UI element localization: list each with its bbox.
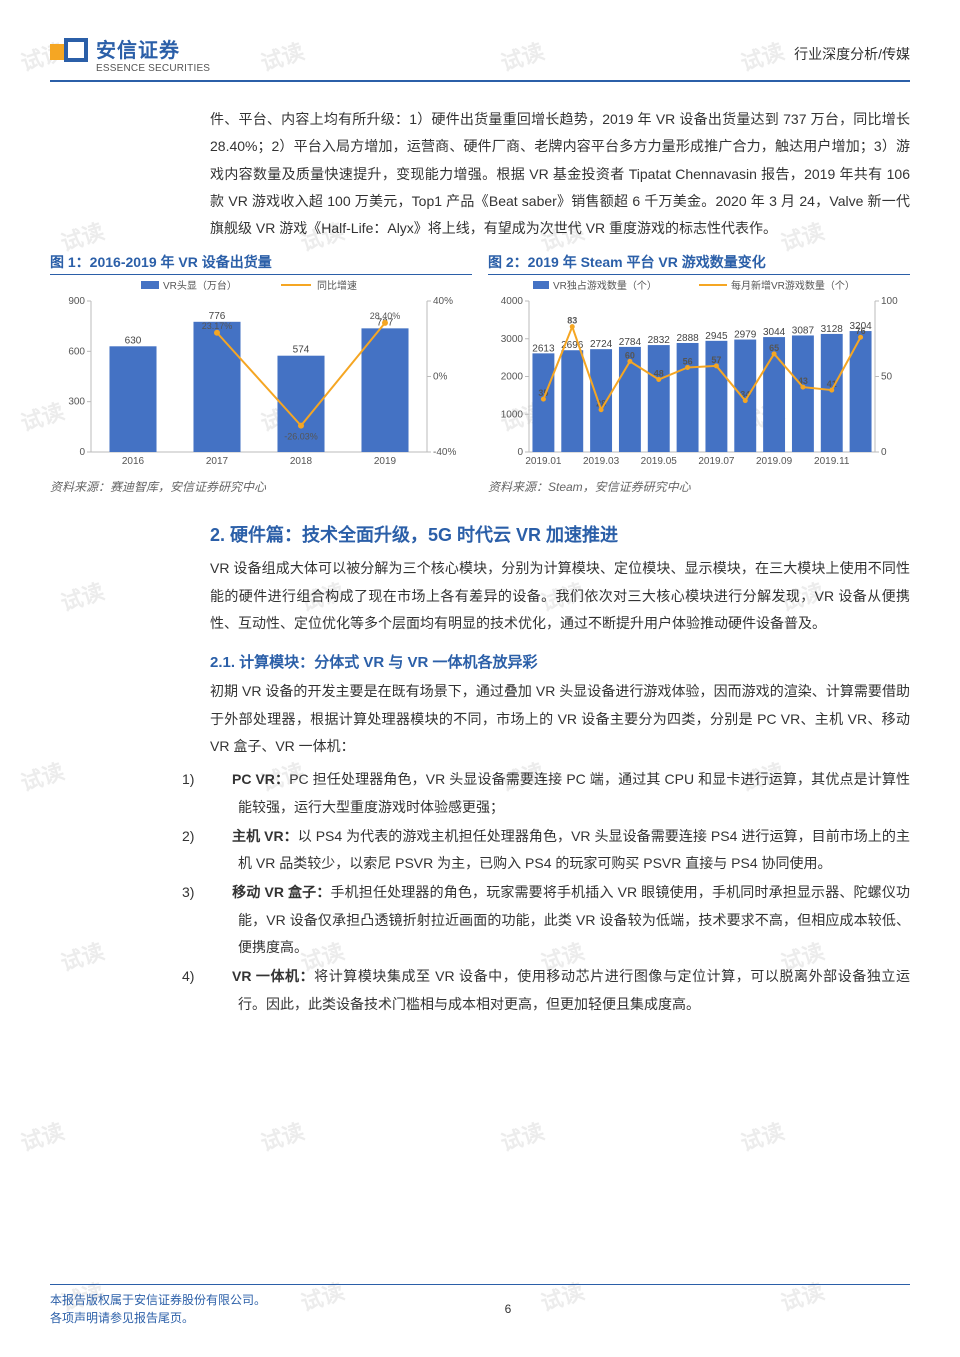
chart2-box: VR独占游戏数量（个）每月新增VR游戏数量（个）0100020003000400…: [488, 279, 910, 474]
watermark: 试读: [56, 574, 108, 618]
svg-text:3087: 3087: [792, 326, 815, 337]
watermark: 试读: [56, 934, 108, 978]
svg-text:2979: 2979: [734, 330, 757, 341]
svg-text:2017: 2017: [206, 456, 229, 467]
svg-text:900: 900: [68, 296, 85, 307]
svg-text:50: 50: [881, 372, 893, 383]
watermark: 试读: [16, 754, 68, 798]
svg-text:3044: 3044: [763, 328, 786, 339]
svg-text:2888: 2888: [676, 333, 699, 344]
svg-text:-40%: -40%: [433, 447, 456, 458]
watermark: 试读: [496, 1114, 548, 1158]
section2-heading: 2. 硬件篇：技术全面升级，5G 时代云 VR 加速推进: [210, 521, 910, 547]
list-item: 1)PC VR：PC 担任处理器角色，VR 头显设备需要连接 PC 端，通过其 …: [210, 766, 910, 821]
watermark: 试读: [56, 214, 108, 258]
section21-paragraph: 初期 VR 设备的开发主要是在既有场景下，通过叠加 VR 头显设备进行游戏体验，…: [210, 678, 910, 760]
section21-text: 初期 VR 设备的开发主要是在既有场景下，通过叠加 VR 头显设备进行游戏体验，…: [210, 678, 910, 760]
intro-text: 件、平台、内容上均有所升级：1）硬件出货量重回增长趋势，2019 年 VR 设备…: [210, 106, 910, 242]
svg-text:同比增速: 同比增速: [317, 279, 357, 292]
chart2-title: 图 2：2019 年 Steam 平台 VR 游戏数量变化: [488, 252, 910, 275]
svg-text:60: 60: [625, 351, 635, 361]
svg-text:2016: 2016: [122, 456, 145, 467]
list-item: 2)主机 VR：以 PS4 为代表的游戏主机担任处理器角色，VR 头显设备需要连…: [210, 823, 910, 878]
chart1-title: 图 1：2016-2019 年 VR 设备出货量: [50, 252, 472, 275]
svg-text:1000: 1000: [501, 410, 524, 421]
logo: 安信证券 ESSENCE SECURITIES: [50, 34, 210, 74]
svg-text:0: 0: [881, 447, 887, 458]
svg-text:每月新增VR游戏数量（个）: 每月新增VR游戏数量（个）: [731, 279, 855, 292]
page-header: 安信证券 ESSENCE SECURITIES 行业深度分析/传媒: [50, 30, 910, 80]
svg-text:3128: 3128: [821, 324, 844, 335]
watermark: 试读: [256, 1114, 308, 1158]
svg-text:0: 0: [517, 447, 523, 458]
svg-text:2018: 2018: [290, 456, 313, 467]
footer-disclaimer: 本报告版权属于安信证券股份有限公司。 各项声明请参见报告尾页。: [50, 1291, 266, 1327]
logo-text-en: ESSENCE SECURITIES: [96, 63, 210, 74]
footer-rule: [50, 1284, 910, 1285]
logo-text-cn: 安信证券: [96, 34, 210, 63]
svg-text:2019: 2019: [374, 456, 397, 467]
svg-text:-26.03%: -26.03%: [284, 432, 318, 442]
svg-text:57: 57: [711, 355, 721, 365]
svg-text:600: 600: [68, 347, 85, 358]
svg-text:2019.07: 2019.07: [698, 456, 735, 467]
svg-text:2832: 2832: [648, 336, 671, 347]
svg-text:0: 0: [79, 447, 85, 458]
intro-paragraph: 件、平台、内容上均有所升级：1）硬件出货量重回增长趋势，2019 年 VR 设备…: [210, 106, 910, 242]
svg-text:2613: 2613: [532, 344, 555, 355]
charts-row: 图 1：2016-2019 年 VR 设备出货量 VR头显（万台） 同比增速 0 30…: [50, 252, 910, 495]
watermark: 试读: [736, 1114, 788, 1158]
doc-category: 行业深度分析/传媒: [794, 44, 910, 64]
watermark: 试读: [16, 1114, 68, 1158]
svg-text:300: 300: [68, 397, 85, 408]
svg-text:2724: 2724: [590, 340, 613, 351]
section2-text: VR 设备组成大体可以被分解为三个核心模块，分别为计算模块、定位模块、显示模块，…: [210, 555, 910, 637]
svg-text:23.17%: 23.17%: [202, 321, 233, 331]
chart2-source: 资料来源：Steam，安信证券研究中心: [488, 478, 910, 495]
svg-text:630: 630: [125, 336, 142, 347]
chart2-svg: VR独占游戏数量（个）每月新增VR游戏数量（个）0100020003000400…: [488, 279, 910, 474]
svg-text:100: 100: [881, 296, 898, 307]
vr-types-list: 1)PC VR：PC 担任处理器角色，VR 头显设备需要连接 PC 端，通过其 …: [210, 766, 910, 1018]
list-item: 4)VR 一体机：将计算模块集成至 VR 设备中，使用移动芯片进行图像与定位计算…: [210, 963, 910, 1018]
header-rule: [50, 80, 910, 82]
footer-line2: 各项声明请参见报告尾页。: [50, 1309, 266, 1327]
svg-text:574: 574: [293, 345, 310, 356]
svg-text:2019.09: 2019.09: [756, 456, 793, 467]
svg-text:40%: 40%: [433, 296, 453, 307]
svg-text:2019.11: 2019.11: [814, 456, 850, 467]
svg-text:2019.01: 2019.01: [525, 456, 562, 467]
svg-text:2945: 2945: [705, 331, 728, 342]
svg-text:3000: 3000: [501, 334, 524, 345]
chart2-col: 图 2：2019 年 Steam 平台 VR 游戏数量变化 VR独占游戏数量（个…: [488, 252, 910, 495]
svg-text:2000: 2000: [501, 372, 524, 383]
section21-heading: 2.1. 计算模块：分体式 VR 与 VR 一体机各放异彩: [210, 651, 910, 672]
list-item: 3)移动 VR 盒子：手机担任处理器的角色，玩家需要将手机插入 VR 眼镜使用，…: [210, 879, 910, 961]
svg-text:VR头显（万台）: VR头显（万台）: [163, 279, 237, 292]
logo-icon: [50, 38, 90, 70]
svg-text:0%: 0%: [433, 372, 448, 383]
footer-line1: 本报告版权属于安信证券股份有限公司。: [50, 1291, 266, 1309]
svg-text:VR独占游戏数量（个）: VR独占游戏数量（个）: [553, 279, 657, 292]
svg-text:28.40%: 28.40%: [370, 311, 401, 321]
chart1-col: 图 1：2016-2019 年 VR 设备出货量 VR头显（万台） 同比增速 0 30…: [50, 252, 472, 495]
chart1-svg: VR头显（万台）同比增速0300600900-40%0%40%630201677…: [50, 279, 472, 474]
svg-text:4000: 4000: [501, 296, 524, 307]
svg-text:2019.05: 2019.05: [641, 456, 678, 467]
page-footer: 本报告版权属于安信证券股份有限公司。 各项声明请参见报告尾页。 6: [50, 1284, 910, 1327]
svg-text:2019.03: 2019.03: [583, 456, 620, 467]
page-number: 6: [505, 1302, 512, 1316]
svg-text:76: 76: [856, 327, 866, 337]
svg-text:2784: 2784: [619, 337, 642, 348]
section2-paragraph: VR 设备组成大体可以被分解为三个核心模块，分别为计算模块、定位模块、显示模块，…: [210, 555, 910, 637]
chart1-box: VR头显（万台）同比增速0300600900-40%0%40%630201677…: [50, 279, 472, 474]
chart1-source: 资料来源：赛迪智库，安信证券研究中心: [50, 478, 472, 495]
